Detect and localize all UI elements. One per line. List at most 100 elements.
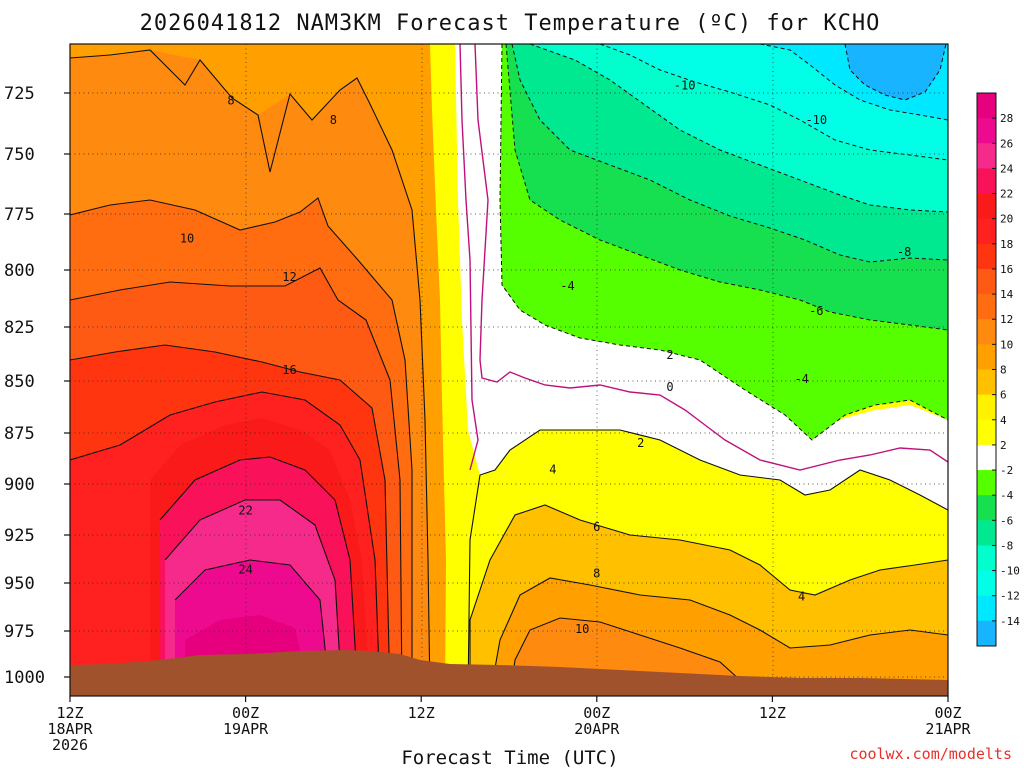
- colorbar-label: 4: [1000, 414, 1007, 427]
- colorbar-label: 16: [1000, 263, 1013, 276]
- contour-minus10: [599, 44, 948, 161]
- chart-title: 2026041812 NAM3KM Forecast Temperature (…: [140, 11, 881, 36]
- contour-label: 12: [282, 270, 296, 284]
- colorbar-segment: [977, 520, 996, 546]
- y-tick-label: 725: [4, 84, 35, 104]
- contour-2-lower: [467, 429, 948, 696]
- contour-label: 10: [575, 622, 589, 636]
- colorbar-segment: [977, 570, 996, 597]
- colorbar-segment: [977, 243, 996, 270]
- colorbar-segment: [977, 294, 996, 320]
- colorbar-segment: [977, 595, 996, 622]
- contour-16: [70, 344, 391, 696]
- plot-frame: [69, 43, 949, 697]
- x-tick-label: 19APR: [223, 720, 269, 738]
- colorbar-segment: [977, 470, 996, 496]
- plot-area: [70, 44, 948, 696]
- colorbar-label: 18: [1000, 238, 1013, 251]
- colorbar-segment: [977, 268, 996, 295]
- contour-minus4: [505, 44, 948, 331]
- contour-minus6: [511, 44, 948, 263]
- y-tick-label: 875: [4, 424, 35, 444]
- x-axis-label: Forecast Time (UTC): [401, 747, 618, 768]
- colorbar-label: -4: [1000, 489, 1014, 502]
- contour-zero: [474, 44, 948, 471]
- colorbar-label: -6: [1000, 514, 1013, 527]
- y-tick-label: 850: [4, 372, 35, 392]
- x-tick-label: 12Z: [56, 704, 83, 722]
- contour-label: 6: [593, 520, 600, 534]
- contour-minus8: [529, 44, 948, 213]
- contour-label: -10: [674, 79, 696, 93]
- x-tick-label: 20APR: [574, 720, 620, 738]
- x-tick-label: 00Z: [934, 704, 961, 722]
- grid: [70, 44, 948, 696]
- colorbar-segment: [977, 93, 996, 119]
- contour-label: 2: [666, 348, 673, 362]
- y-tick-label: 975: [4, 622, 35, 642]
- y-tick-label: 750: [4, 145, 35, 165]
- colorbar-segment: [977, 143, 996, 169]
- x-tick-label: 00Z: [583, 704, 610, 722]
- y-tick-label: 1000: [4, 668, 45, 688]
- y-axis-ticks: 725 750 775 800 825 850 875 900 925 950 975 1000: [4, 84, 70, 688]
- colorbar-label: 2: [1000, 439, 1007, 452]
- y-tick-label: 825: [4, 318, 35, 338]
- contour-26: [174, 559, 331, 696]
- colorbar-label: 12: [1000, 313, 1013, 326]
- colorbar-segment: [977, 444, 996, 471]
- colorbar-segment: [977, 545, 996, 572]
- contour-12: [70, 267, 403, 696]
- contour-4-lower: [469, 504, 948, 696]
- contour-label: 0: [666, 380, 673, 394]
- y-tick-label: 900: [4, 475, 35, 495]
- colorbar-segment: [977, 495, 996, 521]
- contour-label: 22: [238, 504, 252, 518]
- credit-text: coolwx.com/modelts: [849, 745, 1012, 763]
- contour-18: [70, 391, 381, 696]
- x-tick-label: 2026: [52, 736, 88, 754]
- colorbar-label: -14: [1000, 615, 1020, 628]
- contour-label: 16: [282, 363, 296, 377]
- contour-label: -4: [560, 279, 574, 293]
- colorbar-segment: [977, 319, 996, 345]
- contour-label: 10: [180, 232, 194, 246]
- colorbar-label: -12: [1000, 590, 1020, 603]
- contour-lines-dashed: [499, 44, 948, 441]
- contour-lines: [70, 49, 948, 696]
- colorbar-label: 8: [1000, 364, 1007, 377]
- y-tick-label: 775: [4, 205, 35, 225]
- x-tick-label: 18APR: [47, 720, 93, 738]
- contour-label: 24: [238, 563, 252, 577]
- contour-label: -4: [794, 372, 808, 386]
- field-white-near-zero: [455, 44, 948, 510]
- contour-label: 8: [593, 566, 600, 580]
- terrain: [70, 650, 948, 696]
- contour-8: [70, 49, 431, 696]
- contour-label: 4: [798, 589, 805, 603]
- colorbar-segment: [977, 118, 996, 144]
- colorbar-label: 20: [1000, 213, 1013, 226]
- contour-6-lower: [489, 577, 948, 696]
- colorbar-label: 10: [1000, 338, 1013, 351]
- contour-label: 2: [637, 436, 644, 450]
- colorbar: 28 26 24 22 20 18 16 14 12 10 8 6 4 2 -2 -4 -6 -8 -10 -12 -1…: [976, 92, 1020, 647]
- colorbar-segment: [977, 193, 996, 220]
- colorbar-label: 22: [1000, 188, 1013, 201]
- y-tick-label: 950: [4, 574, 35, 594]
- contour-2-upper: [459, 44, 479, 471]
- colorbar-segment: [977, 419, 996, 446]
- contour-22: [159, 456, 359, 696]
- x-tick-label: 12Z: [408, 704, 435, 722]
- contour-label: 4: [549, 463, 556, 477]
- colorbar-segment: [977, 168, 996, 195]
- x-tick-label: 12Z: [759, 704, 786, 722]
- x-tick-label: 00Z: [232, 704, 259, 722]
- colorbar-label: 14: [1000, 288, 1014, 301]
- colorbar-label: -2: [1000, 464, 1013, 477]
- y-tick-label: 925: [4, 526, 35, 546]
- colorbar-segment: [977, 394, 996, 421]
